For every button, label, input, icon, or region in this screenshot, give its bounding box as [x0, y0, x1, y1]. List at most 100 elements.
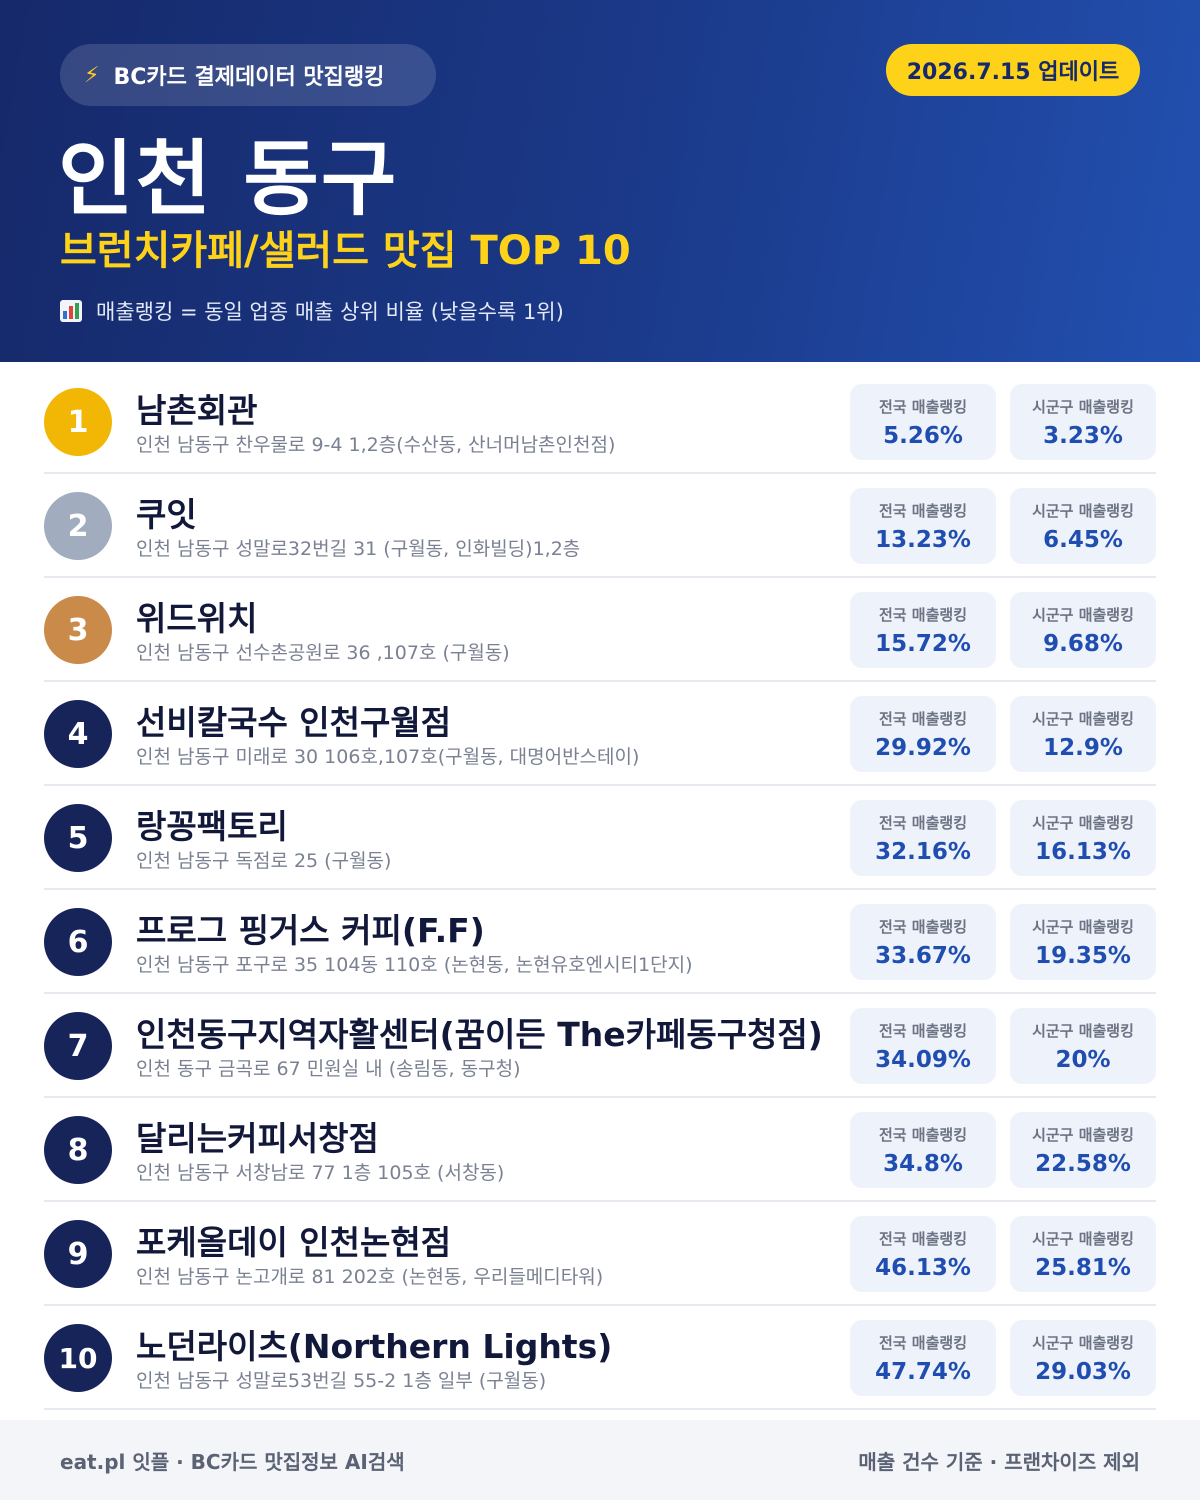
local-ranking-value: 22.58% [1035, 1150, 1131, 1177]
national-ranking-box: 전국 매출랭킹 33.67% [850, 904, 996, 980]
list-item[interactable]: 6 프로그 핑거스 커피(F.F) 인천 남동구 포구로 35 104동 110호 … [44, 890, 1156, 994]
list-item[interactable]: 7 인천동구지역자활센터(꿈이든 The카페동구청점) 인천 동구 금곡로 67 민… [44, 994, 1156, 1098]
national-ranking-label: 전국 매출랭킹 [878, 1125, 968, 1144]
footer-source: eat.pl 잇플 · BC카드 맛집정보 AI검색 [60, 1450, 405, 1474]
national-ranking-value: 33.67% [875, 942, 971, 969]
restaurant-address: 인천 남동구 논고개로 81 202호 (논현동, 우리들메디타워) [136, 1266, 604, 1288]
lightning-bolt-icon: ⚡ [84, 62, 100, 88]
national-ranking-label: 전국 매출랭킹 [878, 501, 968, 520]
restaurant-name[interactable]: 남촌회관 [136, 391, 258, 430]
restaurant-address: 인천 남동구 미래로 30 106호,107호(구월동, 대명어반스테이) [136, 746, 640, 768]
rank-badge: 1 [44, 388, 112, 456]
national-ranking-value: 15.72% [875, 630, 971, 657]
rank-badge: 4 [44, 700, 112, 768]
page-subtitle: 브런치카페/샐러드 맛집 TOP 10 [60, 228, 631, 274]
rank-badge: 10 [44, 1324, 112, 1392]
restaurant-name[interactable]: 쿠잇 [136, 495, 197, 534]
restaurant-name[interactable]: 선비칼국수 인천구월점 [136, 703, 452, 742]
restaurant-name[interactable]: 노던라이츠(Northern Lights) [136, 1327, 613, 1366]
local-ranking-value: 16.13% [1035, 838, 1131, 865]
local-ranking-value: 12.9% [1043, 734, 1123, 761]
ranking-note-text: 매출랭킹 = 동일 업종 매출 상위 비율 (낮을수록 1위) [96, 300, 564, 324]
national-ranking-box: 전국 매출랭킹 34.8% [850, 1112, 996, 1188]
national-ranking-box: 전국 매출랭킹 47.74% [850, 1320, 996, 1396]
national-ranking-box: 전국 매출랭킹 32.16% [850, 800, 996, 876]
local-ranking-label: 시군구 매출랭킹 [1032, 397, 1134, 416]
local-ranking-label: 시군구 매출랭킹 [1032, 1229, 1134, 1248]
national-ranking-value: 5.26% [883, 422, 963, 449]
update-date-badge: 2026.7.15 업데이트 [886, 44, 1140, 96]
restaurant-name[interactable]: 달리는커피서창점 [136, 1119, 379, 1158]
local-ranking-label: 시군구 매출랭킹 [1032, 1021, 1134, 1040]
rank-badge: 7 [44, 1012, 112, 1080]
restaurant-name[interactable]: 랑꽁팩토리 [136, 807, 288, 846]
national-ranking-value: 34.09% [875, 1046, 971, 1073]
restaurant-name[interactable]: 포케올데이 인천논현점 [136, 1223, 452, 1262]
rank-badge: 3 [44, 596, 112, 664]
local-ranking-box: 시군구 매출랭킹 9.68% [1010, 592, 1156, 668]
local-ranking-value: 20% [1055, 1046, 1111, 1073]
restaurant-address: 인천 남동구 찬우물로 9-4 1,2층(수산동, 산너머남촌인천점) [136, 434, 616, 456]
footer: eat.pl 잇플 · BC카드 맛집정보 AI검색 매출 건수 기준 · 프랜… [0, 1420, 1200, 1500]
restaurant-address: 인천 남동구 독점로 25 (구월동) [136, 850, 392, 872]
local-ranking-box: 시군구 매출랭킹 19.35% [1010, 904, 1156, 980]
restaurant-name[interactable]: 위드위치 [136, 599, 258, 638]
bar-chart-icon [60, 300, 82, 322]
local-ranking-value: 6.45% [1043, 526, 1123, 553]
local-ranking-value: 9.68% [1043, 630, 1123, 657]
local-ranking-box: 시군구 매출랭킹 22.58% [1010, 1112, 1156, 1188]
national-ranking-label: 전국 매출랭킹 [878, 813, 968, 832]
local-ranking-box: 시군구 매출랭킹 29.03% [1010, 1320, 1156, 1396]
restaurant-address: 인천 남동구 서창남로 77 1층 105호 (서창동) [136, 1162, 505, 1184]
brand-label: BC카드 결제데이터 맛집랭킹 [113, 65, 385, 90]
national-ranking-box: 전국 매출랭킹 34.09% [850, 1008, 996, 1084]
national-ranking-label: 전국 매출랭킹 [878, 1021, 968, 1040]
national-ranking-box: 전국 매출랭킹 29.92% [850, 696, 996, 772]
ranking-note: 매출랭킹 = 동일 업종 매출 상위 비율 (낮을수록 1위) [60, 296, 564, 326]
rank-badge: 8 [44, 1116, 112, 1184]
header-banner: ⚡ BC카드 결제데이터 맛집랭킹 2026.7.15 업데이트 인천 동구 브… [0, 0, 1200, 362]
local-ranking-box: 시군구 매출랭킹 12.9% [1010, 696, 1156, 772]
rank-badge: 2 [44, 492, 112, 560]
national-ranking-value: 46.13% [875, 1254, 971, 1281]
restaurant-address: 인천 남동구 포구로 35 104동 110호 (논현동, 논현유호엔시티1단지… [136, 954, 693, 976]
local-ranking-label: 시군구 매출랭킹 [1032, 1333, 1134, 1352]
national-ranking-label: 전국 매출랭킹 [878, 1229, 968, 1248]
national-ranking-value: 47.74% [875, 1358, 971, 1385]
rank-badge: 9 [44, 1220, 112, 1288]
national-ranking-label: 전국 매출랭킹 [878, 605, 968, 624]
restaurant-address: 인천 남동구 성말로32번길 31 (구월동, 인화빌딩)1,2층 [136, 538, 581, 560]
national-ranking-box: 전국 매출랭킹 46.13% [850, 1216, 996, 1292]
local-ranking-label: 시군구 매출랭킹 [1032, 501, 1134, 520]
restaurant-address: 인천 남동구 성말로53번길 55-2 1층 일부 (구월동) [136, 1370, 547, 1392]
national-ranking-value: 13.23% [875, 526, 971, 553]
local-ranking-box: 시군구 매출랭킹 20% [1010, 1008, 1156, 1084]
national-ranking-value: 34.8% [883, 1150, 963, 1177]
list-item[interactable]: 10 노던라이츠(Northern Lights) 인천 남동구 성말로53번길 5… [44, 1306, 1156, 1410]
local-ranking-box: 시군구 매출랭킹 6.45% [1010, 488, 1156, 564]
national-ranking-value: 32.16% [875, 838, 971, 865]
national-ranking-label: 전국 매출랭킹 [878, 397, 968, 416]
page-title: 인천 동구 [58, 132, 399, 227]
national-ranking-box: 전국 매출랭킹 13.23% [850, 488, 996, 564]
footer-criteria: 매출 건수 기준 · 프랜차이즈 제외 [858, 1450, 1140, 1474]
rank-badge: 5 [44, 804, 112, 872]
local-ranking-value: 3.23% [1043, 422, 1123, 449]
rank-badge: 6 [44, 908, 112, 976]
national-ranking-box: 전국 매출랭킹 15.72% [850, 592, 996, 668]
restaurant-address: 인천 남동구 선수촌공원로 36 ,107호 (구월동) [136, 642, 510, 664]
local-ranking-label: 시군구 매출랭킹 [1032, 709, 1134, 728]
restaurant-name[interactable]: 프로그 핑거스 커피(F.F) [136, 911, 485, 950]
restaurant-name[interactable]: 인천동구지역자활센터(꿈이든 The카페동구청점) [136, 1015, 823, 1054]
local-ranking-label: 시군구 매출랭킹 [1032, 813, 1134, 832]
brand-badge: ⚡ BC카드 결제데이터 맛집랭킹 [60, 44, 436, 106]
restaurant-address: 인천 동구 금곡로 67 민원실 내 (송림동, 동구청) [136, 1058, 521, 1080]
